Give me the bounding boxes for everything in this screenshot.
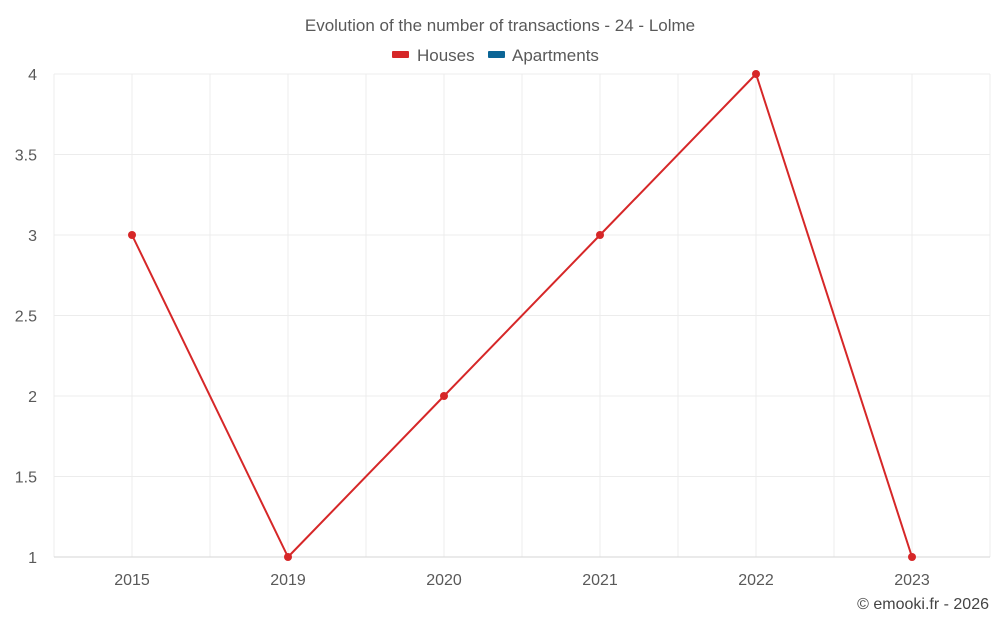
y-tick-label: 1.5 (15, 470, 37, 487)
data-point-houses[interactable] (284, 553, 292, 561)
y-tick-label: 2.5 (15, 309, 37, 326)
y-axis: 1 1.5 2 2.5 3 3.5 4 (15, 67, 37, 567)
legend-swatch-apartments[interactable] (488, 51, 505, 58)
x-tick-label: 2022 (738, 572, 774, 589)
x-tick-label: 2023 (894, 572, 930, 589)
legend-label-houses[interactable]: Houses (417, 46, 475, 65)
y-tick-label: 3.5 (15, 148, 37, 165)
x-tick-label: 2015 (114, 572, 150, 589)
x-tick-label: 2020 (426, 572, 462, 589)
series-line-houses[interactable] (131, 73, 913, 558)
copyright-notice: © emooki.fr - 2026 (857, 596, 989, 613)
data-point-houses[interactable] (128, 231, 136, 239)
data-point-houses[interactable] (596, 231, 604, 239)
y-tick-label: 4 (28, 67, 37, 84)
data-point-houses[interactable] (908, 553, 916, 561)
x-tick-label: 2019 (270, 572, 306, 589)
data-point-houses[interactable] (752, 70, 760, 78)
legend-label-apartments[interactable]: Apartments (512, 46, 599, 65)
legend-swatch-houses[interactable] (392, 51, 409, 58)
x-axis: 2015 2019 2020 2021 2022 2023 (54, 556, 990, 589)
y-tick-label: 2 (28, 389, 37, 406)
legend: Houses Apartments (392, 46, 599, 65)
data-point-houses[interactable] (440, 392, 448, 400)
y-tick-label: 3 (28, 228, 37, 245)
series-layer (128, 70, 916, 561)
chart-title: Evolution of the number of transactions … (305, 16, 695, 35)
x-tick-label: 2021 (582, 572, 618, 589)
y-tick-label: 1 (28, 550, 37, 567)
